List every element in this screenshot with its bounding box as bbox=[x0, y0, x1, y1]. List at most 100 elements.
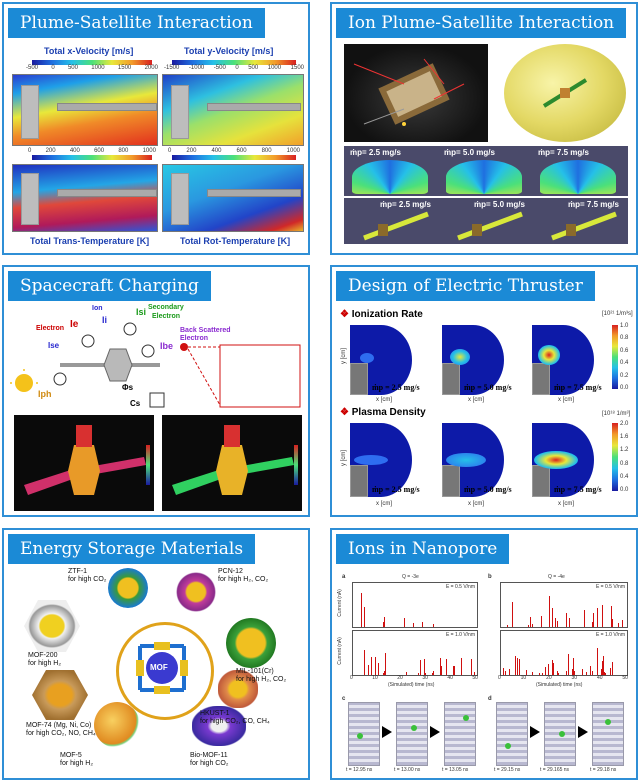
mdot-label: ṁp= 7.5 mg/s bbox=[568, 200, 619, 209]
current-spike bbox=[378, 663, 379, 675]
current-spike bbox=[433, 671, 434, 675]
satellite-plate bbox=[57, 103, 157, 111]
tick: 800 bbox=[261, 148, 272, 154]
current-spike bbox=[568, 654, 569, 675]
satellite-array-icon bbox=[363, 211, 617, 241]
current-spike bbox=[454, 666, 455, 675]
panel-tag-d: d bbox=[488, 696, 492, 702]
thruster-wall bbox=[532, 363, 550, 395]
plume-fan bbox=[540, 160, 616, 194]
spike-train bbox=[501, 583, 627, 627]
charging-schematic-icon bbox=[10, 322, 301, 408]
axis-x-label: x [cm] bbox=[468, 397, 484, 403]
satellite-plate bbox=[57, 189, 157, 197]
time-label: t = 29.15 ns bbox=[494, 767, 521, 773]
label-secondary: Secondary bbox=[148, 304, 184, 311]
current-spike bbox=[597, 648, 598, 675]
current-spike bbox=[590, 666, 591, 675]
time-label: t = 29.165 ns bbox=[540, 767, 570, 773]
current-spike bbox=[440, 658, 441, 675]
current-spike bbox=[566, 671, 567, 675]
time-label: t = 12.95 ns bbox=[346, 767, 373, 773]
panel-tag-c: c bbox=[342, 696, 346, 702]
sim-y-velocity bbox=[162, 74, 304, 146]
label-phis: Φs bbox=[122, 383, 134, 392]
current-spike bbox=[425, 673, 426, 675]
current-spike bbox=[610, 668, 611, 675]
mdot-label: ṁp = 5.0 mg/s bbox=[464, 485, 512, 494]
tick: 2.0 bbox=[620, 421, 629, 427]
current-spike bbox=[384, 617, 385, 627]
mof-center: MOF bbox=[126, 632, 198, 704]
current-spike bbox=[557, 621, 558, 627]
tick: 0.0 bbox=[620, 384, 629, 391]
structure-bio bbox=[192, 706, 246, 746]
panel-title: Plume-Satellite Interaction bbox=[8, 8, 265, 38]
charging-diagram: Electron Ie Ion Ii Isi Secondary Electro… bbox=[10, 304, 306, 411]
tick: -1000 bbox=[188, 65, 205, 71]
current-spike bbox=[569, 618, 570, 627]
colorbar-density bbox=[612, 423, 618, 491]
current-spike bbox=[603, 656, 604, 675]
label-mof-74: MOF-74 (Mg, Ni, Co) for high CO₂, NO, CH… bbox=[26, 722, 96, 737]
time-label: t = 29.18 ns bbox=[590, 767, 617, 773]
current-spike bbox=[573, 658, 574, 675]
label-bio-mof-11: Bio-MOF-11 for high CO₂ bbox=[190, 752, 229, 767]
chart-b-top: E = 0.5 V/nm bbox=[500, 582, 628, 628]
spacecraft-sim-icon bbox=[24, 425, 150, 495]
panel-tag-b: b bbox=[488, 574, 492, 580]
current-spike bbox=[572, 669, 573, 675]
current-spike bbox=[602, 605, 603, 627]
current-spike bbox=[385, 653, 386, 675]
time-label: t = 13.00 ns bbox=[394, 767, 421, 773]
label-isi: Isi bbox=[136, 307, 147, 317]
label-x-velocity: Total x-Velocity [m/s] bbox=[44, 46, 134, 56]
current-spike bbox=[552, 608, 553, 627]
label-ion: Ion bbox=[92, 305, 103, 312]
satellite-schematic-icon bbox=[353, 58, 465, 126]
satellite-icon bbox=[542, 78, 588, 108]
current-spike bbox=[505, 671, 506, 675]
current-spike bbox=[566, 613, 567, 627]
current-spike bbox=[461, 661, 462, 675]
current-spike bbox=[548, 664, 549, 675]
tick: 0.8 bbox=[620, 335, 629, 342]
current-spike bbox=[612, 619, 613, 627]
mdot-label: ṁp= 7.5 mg/s bbox=[538, 148, 589, 157]
mdot-label: ṁp= 2.5 mg/s bbox=[350, 148, 401, 157]
current-spike bbox=[541, 616, 542, 627]
current-spike bbox=[555, 618, 556, 627]
current-spike bbox=[406, 672, 407, 675]
tick: 600 bbox=[236, 148, 247, 154]
current-spike bbox=[549, 596, 550, 627]
tick: 30 bbox=[571, 675, 578, 681]
sim-x-velocity bbox=[12, 74, 158, 146]
pore-d2 bbox=[544, 702, 576, 766]
section-ionization-rate: ❖ Ionization Rate bbox=[340, 309, 423, 320]
thruster-wall bbox=[171, 85, 189, 139]
plume-ellipsoid bbox=[504, 44, 626, 142]
tick: -1500 bbox=[164, 65, 180, 71]
chart-b-bottom: E = 1.0 V/nm bbox=[500, 630, 628, 676]
current-spike bbox=[552, 660, 553, 675]
label-y-velocity: Total y-Velocity [m/s] bbox=[184, 46, 274, 56]
mdot-label: ṁp= 5.0 mg/s bbox=[444, 148, 495, 157]
tick: 0.2 bbox=[620, 372, 629, 379]
density-core bbox=[354, 455, 388, 465]
tick: 1500 bbox=[117, 65, 132, 71]
label-trans-temperature: Total Trans-Temperature [K] bbox=[30, 236, 150, 246]
label-electron: Electron bbox=[36, 325, 65, 332]
spacecraft-sim-left bbox=[14, 415, 154, 511]
panel-title: Spacecraft Charging bbox=[8, 271, 211, 301]
diamond-icon: ❖ bbox=[340, 407, 349, 418]
current-spike bbox=[592, 622, 593, 627]
ion-plume-schematic bbox=[344, 44, 488, 142]
tick: -500 bbox=[26, 65, 39, 71]
tick: 200 bbox=[186, 148, 197, 154]
current-spike bbox=[530, 617, 531, 627]
current-spike bbox=[404, 618, 405, 627]
current-spike bbox=[517, 658, 518, 675]
field-label: E = 0.5 V/nm bbox=[445, 584, 475, 590]
tick: 2000 bbox=[144, 65, 158, 71]
satellite-plate bbox=[207, 189, 301, 197]
